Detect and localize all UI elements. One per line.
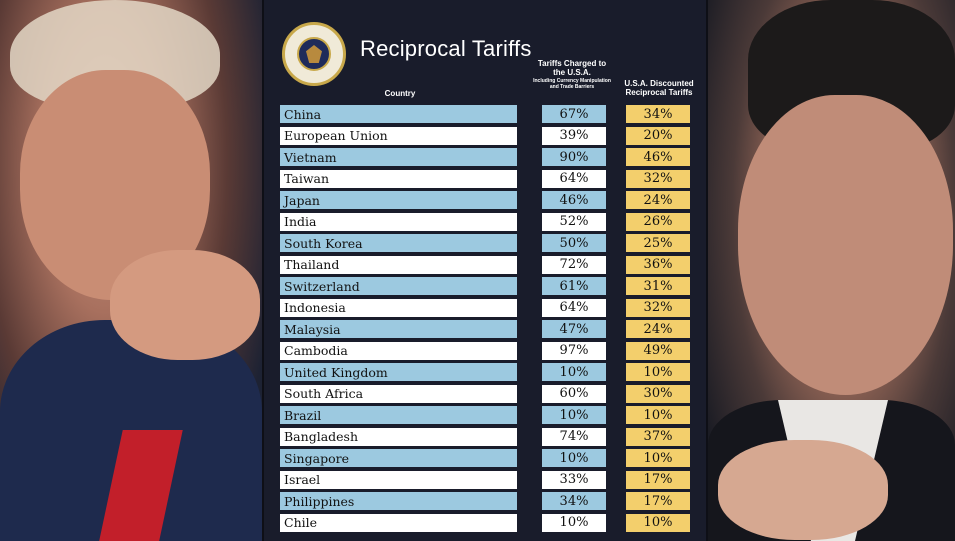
discounted-cell: 10%: [626, 406, 690, 424]
country-cell: Thailand: [280, 255, 517, 274]
country-cell: Cambodia: [280, 341, 517, 360]
table-row: Israel 33% 17%: [264, 470, 710, 492]
discounted-cell: 49%: [626, 341, 690, 360]
right-figure-face: [738, 95, 953, 395]
country-cell: Malaysia: [280, 320, 517, 338]
discounted-cell: 36%: [626, 255, 690, 274]
discounted-cell: 17%: [626, 492, 690, 510]
table-row: Indonesia 64% 32%: [264, 298, 710, 320]
charged-cell: 10%: [542, 363, 606, 381]
table-row: Chile 10% 10%: [264, 513, 710, 535]
charged-cell: 50%: [542, 234, 606, 252]
charged-cell: 72%: [542, 255, 606, 274]
discounted-cell: 25%: [626, 234, 690, 252]
right-photo: [708, 0, 955, 541]
country-cell: South Africa: [280, 384, 517, 403]
charged-cell: 97%: [542, 341, 606, 360]
charged-cell: 47%: [542, 320, 606, 338]
country-cell: Japan: [280, 191, 517, 209]
discounted-cell: 20%: [626, 126, 690, 145]
table-row: Philippines 34% 17%: [264, 491, 710, 513]
table-row: South Korea 50% 25%: [264, 233, 710, 255]
discounted-cell: 31%: [626, 277, 690, 295]
country-cell: Bangladesh: [280, 427, 517, 446]
country-cell: Philippines: [280, 492, 517, 510]
presidential-seal-icon: [282, 22, 346, 86]
country-cell: European Union: [280, 126, 517, 145]
discounted-cell: 10%: [626, 363, 690, 381]
header-charged-subtitle: Including Currency Manipulation and Trad…: [533, 78, 611, 90]
table-row: Vietnam 90% 46%: [264, 147, 710, 169]
charged-cell: 90%: [542, 148, 606, 166]
charged-cell: 34%: [542, 492, 606, 510]
table-row: China 67% 34%: [264, 104, 710, 126]
country-cell: Brazil: [280, 406, 517, 424]
table-row: Singapore 10% 10%: [264, 448, 710, 470]
charged-cell: 67%: [542, 105, 606, 123]
table-row: Japan 46% 24%: [264, 190, 710, 212]
table-row: India 52% 26%: [264, 212, 710, 234]
table-row: Brazil 10% 10%: [264, 405, 710, 427]
country-cell: India: [280, 212, 517, 231]
table-row: Cambodia 97% 49%: [264, 341, 710, 363]
table-row: Thailand 72% 36%: [264, 255, 710, 277]
country-cell: China: [280, 105, 517, 123]
discounted-cell: 17%: [626, 470, 690, 489]
table-row: Taiwan 64% 32%: [264, 169, 710, 191]
discounted-cell: 26%: [626, 212, 690, 231]
discounted-cell: 34%: [626, 105, 690, 123]
country-cell: Taiwan: [280, 169, 517, 188]
discounted-cell: 24%: [626, 191, 690, 209]
charged-cell: 10%: [542, 406, 606, 424]
country-cell: Singapore: [280, 449, 517, 467]
charged-cell: 10%: [542, 513, 606, 532]
header-charged: Tariffs Charged to the U.S.A.: [537, 59, 607, 77]
discounted-cell: 32%: [626, 169, 690, 188]
discounted-cell: 46%: [626, 148, 690, 166]
table-row: United Kingdom 10% 10%: [264, 362, 710, 384]
country-cell: Switzerland: [280, 277, 517, 295]
country-cell: Chile: [280, 513, 517, 532]
country-cell: South Korea: [280, 234, 517, 252]
discounted-cell: 24%: [626, 320, 690, 338]
discounted-cell: 10%: [626, 449, 690, 467]
charged-cell: 52%: [542, 212, 606, 231]
charged-cell: 46%: [542, 191, 606, 209]
table-row: Malaysia 47% 24%: [264, 319, 710, 341]
table-row: Switzerland 61% 31%: [264, 276, 710, 298]
charged-cell: 61%: [542, 277, 606, 295]
charged-cell: 33%: [542, 470, 606, 489]
table-row: European Union 39% 20%: [264, 126, 710, 148]
header-discounted: U.S.A. Discounted Reciprocal Tariffs: [624, 79, 694, 97]
charged-cell: 74%: [542, 427, 606, 446]
eagle-icon: [306, 45, 322, 63]
right-figure-pointing-hand: [718, 440, 888, 540]
left-figure-pointing-hand: [110, 250, 260, 360]
charged-cell: 60%: [542, 384, 606, 403]
country-cell: Israel: [280, 470, 517, 489]
table-row: Bangladesh 74% 37%: [264, 427, 710, 449]
country-cell: United Kingdom: [280, 363, 517, 381]
discounted-cell: 30%: [626, 384, 690, 403]
table-row: South Africa 60% 30%: [264, 384, 710, 406]
charged-cell: 10%: [542, 449, 606, 467]
charged-cell: 64%: [542, 169, 606, 188]
tariff-table: China 67% 34% European Union 39% 20% Vietnam 90…: [264, 104, 710, 534]
header-country: Country: [384, 89, 416, 98]
discounted-cell: 37%: [626, 427, 690, 446]
country-cell: Vietnam: [280, 148, 517, 166]
country-cell: Indonesia: [280, 298, 517, 317]
tariff-board: Reciprocal Tariffs Country Tariffs Charg…: [262, 0, 708, 541]
board-title: Reciprocal Tariffs: [360, 36, 532, 61]
discounted-cell: 10%: [626, 513, 690, 532]
left-photo: [0, 0, 262, 541]
charged-cell: 64%: [542, 298, 606, 317]
discounted-cell: 32%: [626, 298, 690, 317]
seal-shield: [297, 37, 331, 71]
charged-cell: 39%: [542, 126, 606, 145]
